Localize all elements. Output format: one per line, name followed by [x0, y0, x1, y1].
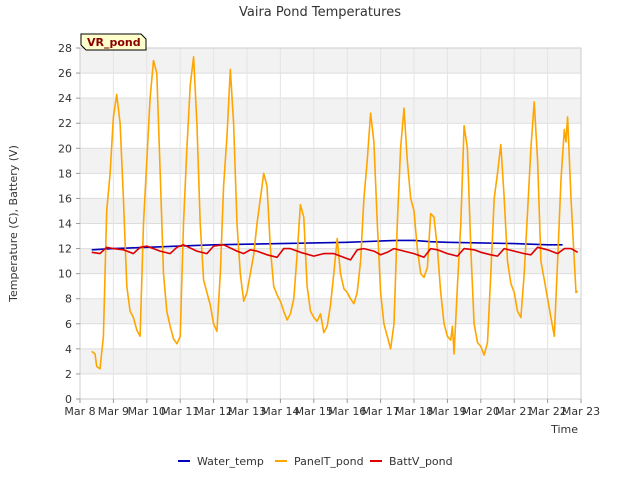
y-tick-label: 18	[58, 167, 72, 180]
y-tick-label: 8	[65, 293, 72, 306]
x-tick-label: Mar 20	[462, 405, 500, 418]
station-tag: VR_pond	[80, 33, 147, 51]
plot-band	[80, 273, 581, 299]
y-tick-label: 14	[58, 218, 72, 231]
plot-band	[80, 348, 581, 374]
plot-band	[80, 98, 581, 124]
y-tick-label: 22	[58, 117, 72, 130]
x-tick-label: Mar 19	[428, 405, 466, 418]
plot-band	[80, 248, 581, 274]
plot-band	[80, 48, 581, 74]
y-tick-label: 6	[65, 318, 72, 331]
y-tick-label: 10	[58, 268, 72, 281]
x-tick-label: Mar 14	[261, 405, 299, 418]
y-axis-label: Temperature (C), Battery (V)	[7, 145, 20, 303]
x-tick-label: Mar 13	[228, 405, 266, 418]
series-line-battv-pond	[91, 244, 579, 261]
plot-band	[80, 148, 581, 174]
x-axis-label: Time	[550, 423, 578, 436]
legend-label: BattV_pond	[389, 455, 453, 468]
plot-band	[80, 198, 581, 224]
x-tick-label: Mar 12	[194, 405, 232, 418]
y-tick-label: 16	[58, 192, 72, 205]
legend-label: PanelT_pond	[294, 455, 364, 468]
x-tick-label: Mar 16	[328, 405, 366, 418]
plot-background-bands	[80, 48, 581, 399]
plot-band	[80, 223, 581, 249]
plot-band	[80, 373, 581, 399]
plot-band	[80, 323, 581, 349]
x-tick-label: Mar 10	[128, 405, 166, 418]
x-tick-label: Mar 11	[161, 405, 199, 418]
x-tick-label: Mar 22	[528, 405, 566, 418]
y-tick-label: 26	[58, 67, 72, 80]
x-tick-label: Mar 15	[295, 405, 333, 418]
y-tick-label: 12	[58, 243, 72, 256]
series-layer	[91, 56, 579, 370]
plot-band	[80, 123, 581, 149]
plot-band	[80, 173, 581, 199]
x-tick-label: Mar 8	[64, 405, 95, 418]
station-tag-label: VR_pond	[87, 36, 141, 49]
station-tag-box	[80, 33, 147, 51]
x-tick-label: Mar 21	[495, 405, 533, 418]
x-tick-label: Mar 18	[395, 405, 433, 418]
chart-title: Vaira Pond Temperatures	[239, 5, 401, 20]
y-tick-label: 24	[58, 92, 72, 105]
plot-band	[80, 73, 581, 99]
x-tick-label: Mar 23	[562, 405, 600, 418]
legend: Water_temp PanelT_pond BattV_pond	[178, 455, 453, 468]
y-tick-label: 4	[65, 343, 72, 356]
x-tick-label: Mar 9	[98, 405, 129, 418]
legend-label: Water_temp	[197, 455, 264, 468]
y-tick-label: 20	[58, 142, 72, 155]
y-tick-label: 28	[58, 42, 72, 55]
series-line-water-temp	[91, 239, 563, 251]
y-tick-label: 0	[65, 393, 72, 406]
x-tick-label: Mar 17	[361, 405, 399, 418]
y-tick-label: 2	[65, 368, 72, 381]
